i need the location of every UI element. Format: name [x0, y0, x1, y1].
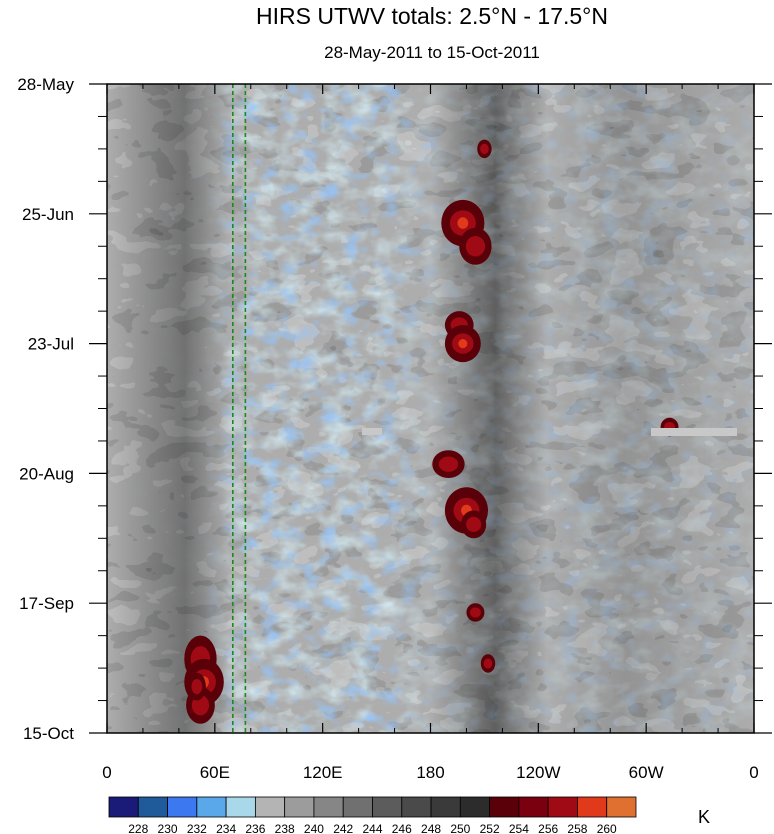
x-tick-label: 60E	[200, 763, 230, 782]
colorbar-label: 234	[216, 822, 236, 834]
y-tick-label: 20-Aug	[19, 464, 74, 483]
colorbar-swatch	[225, 796, 256, 818]
colorbar-swatch	[167, 796, 198, 818]
dry-patch-core	[191, 678, 203, 695]
chart-title: HIRS UTWV totals: 2.5°N - 17.5°N	[256, 3, 608, 29]
missing-data-bar	[362, 428, 382, 435]
y-axis: 28-May 25-Jun 23-Jul 20-Aug 17-Sep 15-Oct	[17, 75, 772, 743]
colorbar-label: 252	[480, 822, 500, 834]
reference-lines	[232, 84, 247, 733]
colorbar-label: 250	[450, 822, 470, 834]
colorbar-swatch	[196, 796, 227, 818]
dry-patch-core	[466, 516, 482, 533]
colorbar-label: 246	[392, 822, 412, 834]
colorbar-label: 248	[421, 822, 441, 834]
colorbar-label: 230	[158, 822, 178, 834]
colorbar-label: 242	[333, 822, 353, 834]
colorbar-swatch	[372, 796, 403, 818]
dry-patch-core	[470, 607, 481, 618]
colorbar-swatch	[313, 796, 344, 818]
colorbar-swatch	[459, 796, 491, 818]
dry-patch-peak	[457, 217, 469, 229]
colorbar-label: 256	[538, 822, 558, 834]
colorbar-swatch	[284, 796, 315, 818]
colorbar-swatch	[606, 796, 637, 818]
x-tick-label: 120E	[303, 763, 343, 782]
colorbar-swatch	[430, 796, 461, 818]
y-tick-label: 23-Jul	[28, 335, 74, 354]
colorbar-label: 254	[509, 822, 529, 834]
y-tick-label: 15-Oct	[23, 724, 74, 743]
colorbar-label: 228	[128, 822, 148, 834]
dry-patch-core	[465, 236, 486, 257]
plot-field	[107, 84, 754, 733]
colorbar-swatch	[577, 796, 608, 818]
colorbar-label: 236	[245, 822, 265, 834]
x-tick-label: 0	[102, 763, 111, 782]
colorbar-unit: K	[698, 807, 710, 827]
colorbar-swatch	[342, 796, 373, 818]
colorbar-label: 244	[362, 822, 382, 834]
y-tick-label: 25-Jun	[22, 205, 74, 224]
dry-patch-core	[483, 658, 493, 669]
colorbar-label: 260	[597, 822, 617, 834]
x-tick-label: 120W	[516, 763, 560, 782]
chart-subtitle: 28-May-2011 to 15-Oct-2011	[324, 43, 540, 62]
dry-patch-core	[480, 143, 489, 154]
colorbar-label: 258	[567, 822, 587, 834]
y-tick-label: 17-Sep	[19, 594, 74, 613]
x-tick-label: 180	[416, 763, 444, 782]
colorbar-label: 238	[275, 822, 295, 834]
y-tick-label: 28-May	[17, 75, 74, 94]
x-axis: 0 60E 120E 180 120W 60W 0	[102, 84, 759, 782]
colorbar-label: 232	[187, 822, 207, 834]
missing-data-bar	[651, 428, 737, 436]
x-tick-label: 60W	[629, 763, 664, 782]
dry-patches	[184, 139, 679, 724]
colorbar: 228 230 232 234 236 238 240 242 244 246 248 250 252 2…	[108, 796, 637, 834]
dry-patch-peak	[458, 338, 468, 349]
colorbar-swatch	[489, 796, 520, 818]
dry-patch-core	[438, 456, 459, 472]
x-tick-label: 0	[749, 763, 758, 782]
colorbar-swatch	[547, 796, 578, 818]
colorbar-swatch	[108, 796, 139, 818]
colorbar-swatch	[401, 796, 432, 818]
colorbar-swatch	[518, 796, 549, 818]
colorbar-swatch	[137, 796, 168, 818]
colorbar-label: 240	[304, 822, 324, 834]
colorbar-swatch	[254, 796, 286, 818]
